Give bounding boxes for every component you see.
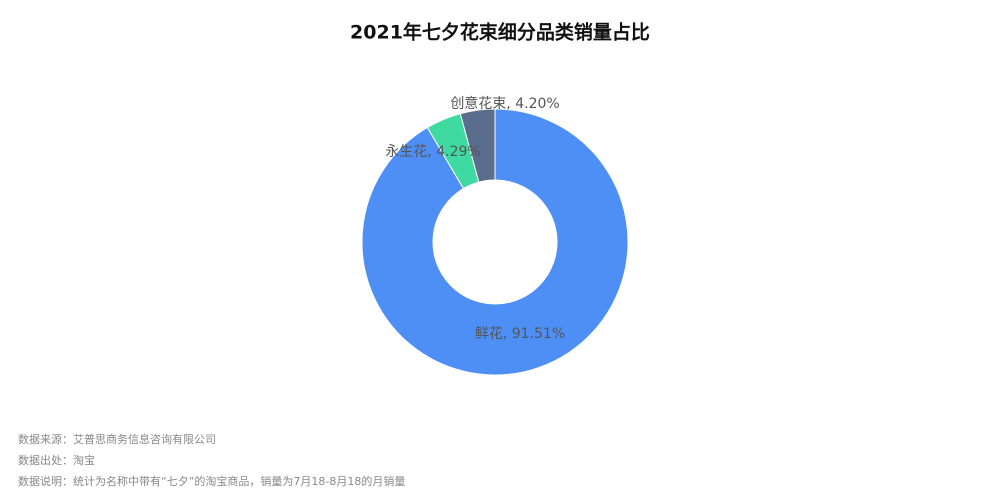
data-label: 永生花, 4.29% bbox=[385, 144, 480, 160]
footnote: 数据说明：统计为名称中带有“七夕”的淘宝商品，销量为7月18-8月18的月销量 bbox=[18, 474, 405, 488]
data-label: 创意花束, 4.20% bbox=[450, 95, 559, 112]
chart-title: 2021年七夕花束细分品类销量占比 bbox=[350, 21, 650, 44]
footnote: 数据来源：艾普思商务信息咨询有限公司 bbox=[18, 432, 216, 446]
footnote: 数据出处：淘宝 bbox=[18, 453, 95, 467]
donut-slice bbox=[459, 108, 496, 183]
data-label: 鲜花, 91.51% bbox=[475, 326, 565, 342]
donut-slice bbox=[361, 108, 629, 376]
